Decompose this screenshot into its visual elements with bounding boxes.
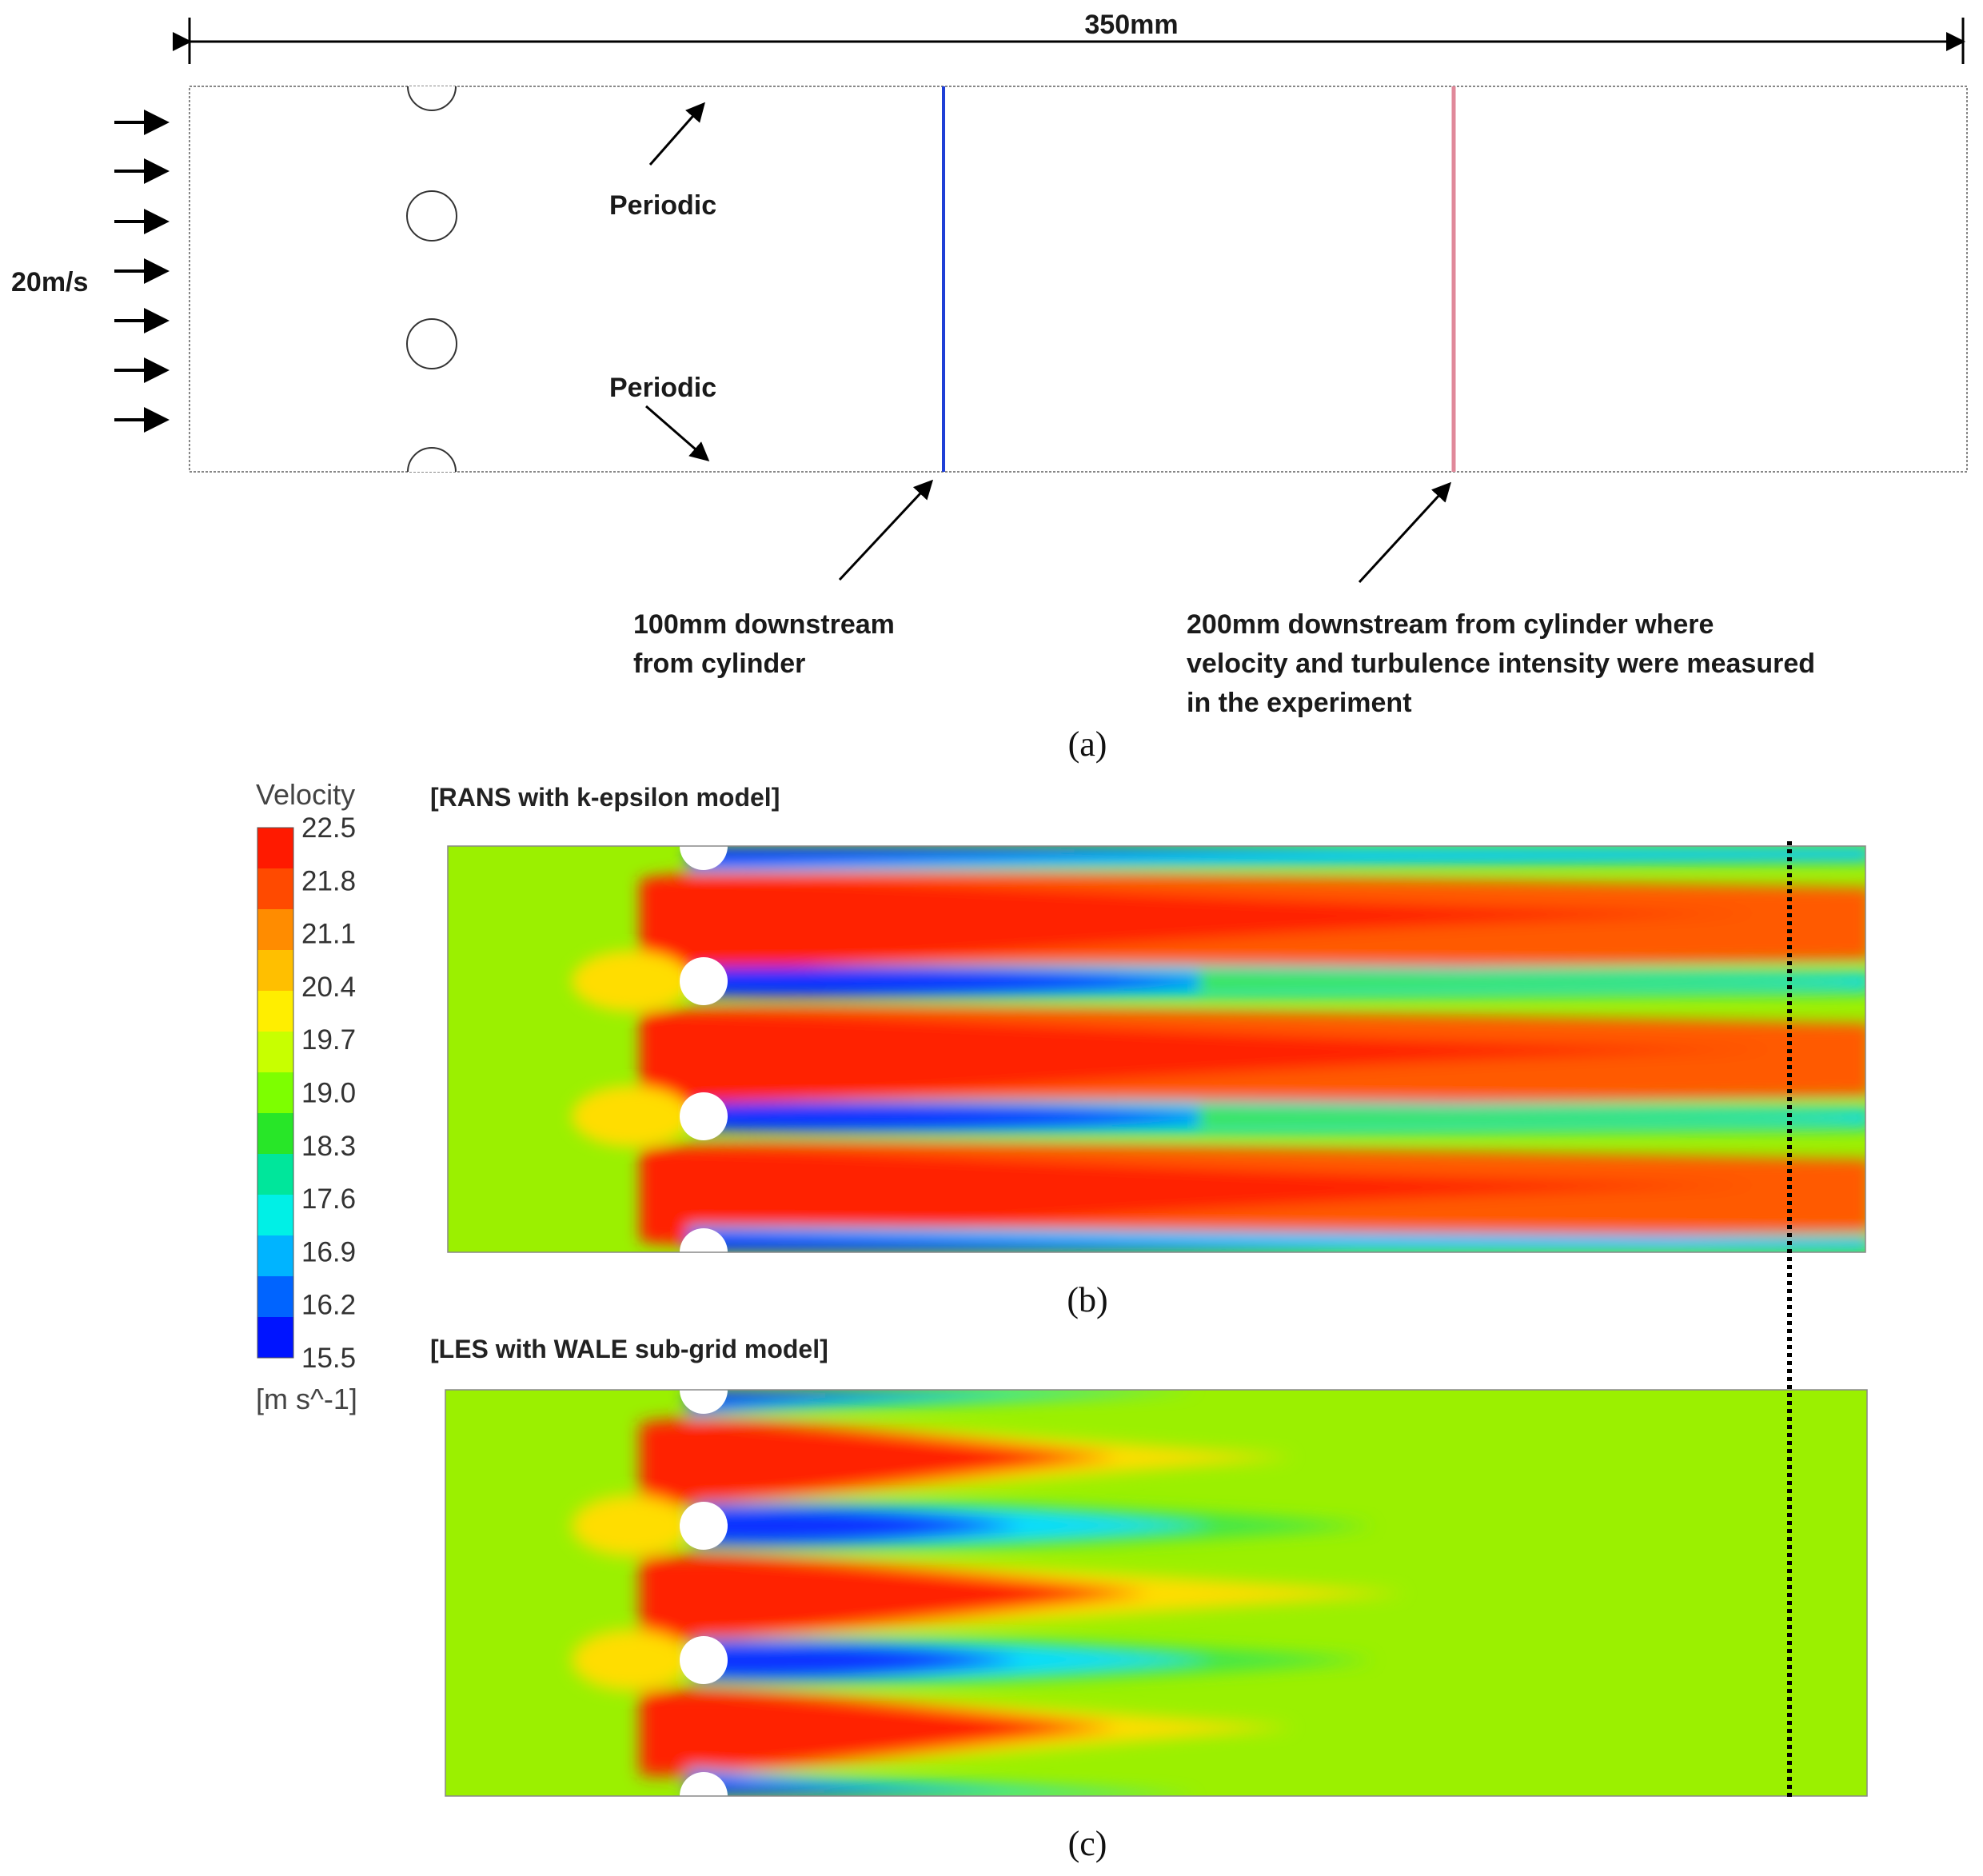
cylinder [680, 1228, 728, 1252]
cylinders-schematic [406, 86, 457, 473]
cylinder [406, 190, 457, 241]
periodic-bottom-label: Periodic [609, 373, 716, 403]
inlet-velocity-label: 20m/s [11, 267, 88, 297]
cylinder [680, 1092, 728, 1140]
legend-band [257, 828, 293, 869]
width-dimension [173, 18, 1965, 64]
cylinder [680, 957, 728, 1005]
periodic-top-arrow [648, 102, 705, 166]
rans-title: [RANS with k-epsilon model] [430, 783, 780, 812]
legend-band [257, 1195, 293, 1236]
half-cylinder-bottom [407, 447, 457, 473]
les-title: [LES with WALE sub-grid model] [430, 1335, 828, 1363]
legend-tick-label: 17.6 [301, 1183, 356, 1215]
legend-tick-label: 21.8 [301, 865, 356, 896]
cylinder [680, 1502, 728, 1550]
legend-tick-label: 16.2 [301, 1290, 356, 1321]
caption-c: (c) [1068, 1824, 1107, 1863]
legend-frame [257, 827, 294, 1359]
line-200mm-arrow [1358, 481, 1452, 584]
inlet-arrows [114, 110, 170, 433]
half-cylinder-top [407, 86, 457, 111]
legend-band [257, 950, 293, 992]
legend-tick-label: 20.4 [301, 972, 356, 1003]
legend-band [257, 1032, 293, 1073]
legend-band [257, 1276, 293, 1318]
panel-c-les: [LES with WALE sub-grid model] [430, 1335, 1868, 1863]
panel-b-rans: [RANS with k-epsilon model] [430, 783, 1866, 1319]
legend-tick-label: 15.5 [301, 1343, 356, 1374]
velocity-legend: Velocity 22.5 21.8 21.1 20.4 19.7 19.0 18.3 17.… [256, 778, 357, 1415]
cylinder [680, 1772, 728, 1796]
legend-tick-label: 18.3 [301, 1131, 356, 1162]
cylinder [680, 1390, 728, 1414]
caption-b: (b) [1067, 1280, 1107, 1319]
panel-a-schematic: 350mm 20m/s Periodic Periodic 100mm do [11, 10, 1968, 764]
rans-cylinders [680, 846, 728, 1252]
legend-tick-label: 16.9 [301, 1236, 356, 1267]
legend-ticks: 22.5 21.8 21.1 20.4 19.7 19.0 18.3 17.6 16.9 16.2… [301, 812, 356, 1374]
legend-band [257, 1072, 293, 1114]
domain-outline [189, 86, 1968, 473]
legend-tick-label: 21.1 [301, 919, 356, 950]
cylinder [406, 318, 457, 369]
legend-tick-label: 19.0 [301, 1078, 356, 1109]
cylinder [680, 1636, 728, 1684]
legend-title: Velocity [256, 778, 355, 811]
width-label: 350mm [1084, 10, 1178, 40]
line-200mm-label: 200mm downstream from cylinder where vel… [1187, 609, 1823, 718]
legend-color-bar [257, 827, 294, 1359]
line-100mm-arrow [838, 479, 934, 581]
caption-a: (a) [1068, 724, 1107, 764]
les-contour [445, 1390, 1867, 1796]
legend-band [257, 991, 293, 1032]
legend-tick-label: 22.5 [301, 812, 356, 844]
line-100mm-label: 100mm downstream from cylinder [633, 609, 902, 679]
legend-band [257, 1317, 293, 1359]
periodic-bottom-arrow [645, 405, 710, 461]
rans-contour [448, 846, 1865, 1252]
periodic-top-label: Periodic [609, 190, 716, 221]
cylinder [680, 846, 728, 870]
legend-tick-label: 19.7 [301, 1024, 356, 1056]
legend-band [257, 909, 293, 951]
legend-band [257, 868, 293, 910]
legend-band [257, 1113, 293, 1155]
legend-band [257, 1154, 293, 1195]
legend-band [257, 1235, 293, 1277]
legend-unit: [m s^-1] [256, 1383, 357, 1415]
les-cylinders [680, 1390, 728, 1796]
